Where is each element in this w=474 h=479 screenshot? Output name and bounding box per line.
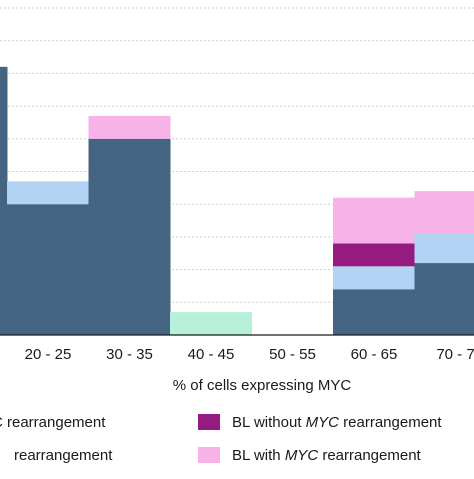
bar-segment <box>89 116 171 139</box>
x-tick-label: 30 - 35 <box>106 346 153 363</box>
legend: C rearrangement BL without MYC rearrange… <box>0 402 474 474</box>
bar-segment <box>7 204 89 335</box>
legend-swatch <box>198 447 220 463</box>
x-tick-label: 70 - 7 <box>436 346 474 363</box>
bar-segment <box>333 198 415 244</box>
x-axis-label: % of cells expressing MYC <box>173 377 352 394</box>
bars <box>0 67 474 335</box>
legend-item-bl-with: BL with MYC rearrangement <box>198 443 421 467</box>
x-tick-label: 40 - 45 <box>188 346 235 363</box>
x-tick-label: 50 - 55 <box>269 346 316 363</box>
legend-label: BL without MYC rearrangement <box>232 414 442 431</box>
legend-item-dlbcl-with: rearrangement <box>14 443 112 467</box>
bar-segment <box>89 139 171 335</box>
x-tick-label: 60 - 65 <box>351 346 398 363</box>
legend-label: C rearrangement <box>0 414 105 431</box>
bar-segment <box>333 243 415 266</box>
x-tick-label: 20 - 25 <box>25 346 72 363</box>
bar-segment <box>333 289 415 335</box>
bar-segment <box>415 234 474 263</box>
bar-segment <box>7 181 89 204</box>
bar-segment <box>333 266 415 289</box>
legend-swatch <box>198 414 220 430</box>
bar-segment <box>415 263 474 335</box>
legend-item-dlbcl-without: C rearrangement <box>0 410 105 434</box>
x-tick-labels: 20 - 25 30 - 35 40 - 45 50 - 55 60 - 65 70 - … <box>25 346 474 363</box>
legend-label: BL with MYC rearrangement <box>232 447 421 464</box>
bar-segment <box>0 67 8 335</box>
legend-item-bl-without: BL without MYC rearrangement <box>198 410 442 434</box>
legend-label: rearrangement <box>14 447 112 464</box>
bar-segment <box>415 191 474 234</box>
bar-segment <box>170 312 252 335</box>
